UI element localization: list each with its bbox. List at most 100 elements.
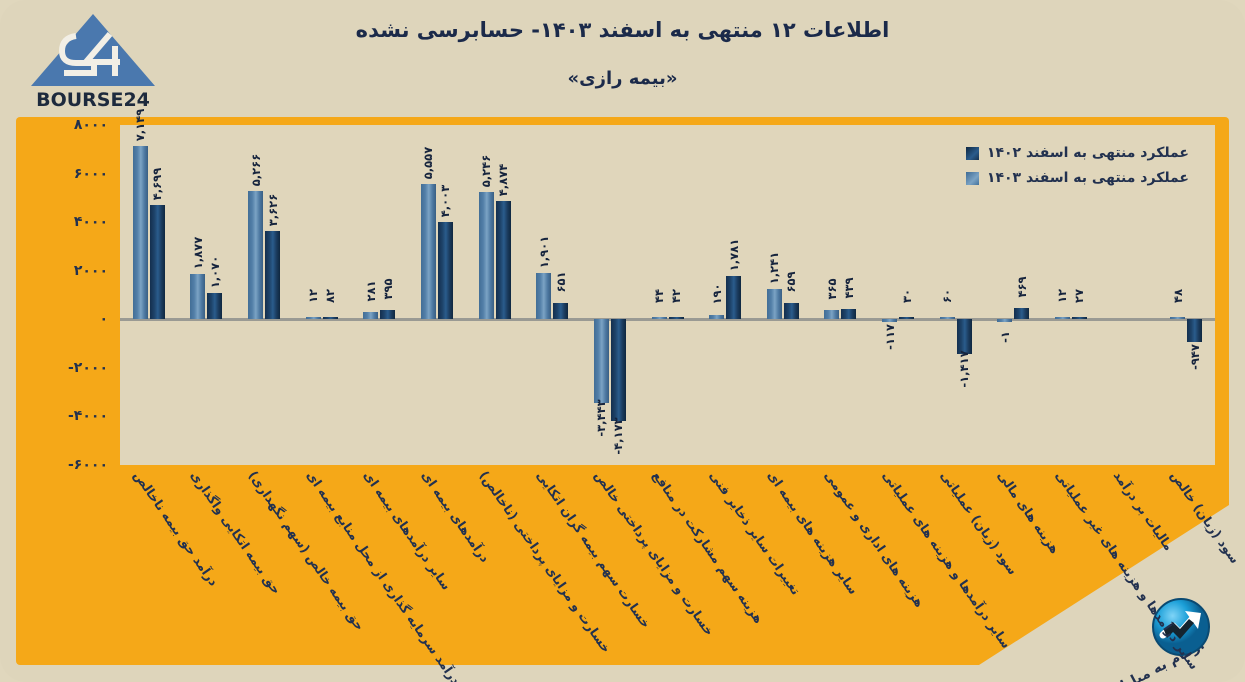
legend-swatch-prev-icon bbox=[965, 146, 979, 160]
bar-value-label: ۶۵۹ bbox=[784, 271, 799, 293]
bar-cur bbox=[363, 312, 379, 320]
bar-prev bbox=[668, 316, 684, 320]
x-axis-category-labels: درآمد حق بیمه ناخالص حق بیمه اتکایی واگذا… bbox=[120, 468, 1243, 682]
y-tick-label: ۶۰۰۰ bbox=[73, 165, 108, 182]
bar-value-label: ۱,۰۷۰ bbox=[207, 256, 222, 289]
bar-value-label: ۱,۷۸۱ bbox=[726, 238, 741, 272]
bar-value-label: -۱,۴۱۷ bbox=[957, 350, 972, 388]
legend-item-cur: عملکرد منتهی به اسفند ۱۴۰۳ bbox=[965, 170, 1189, 186]
bar-value-label: ۱۲ bbox=[306, 288, 321, 303]
bar-value-label: -۱ bbox=[997, 330, 1012, 343]
bar-prev bbox=[437, 222, 453, 320]
bar-value-label: ۴۴ bbox=[652, 288, 666, 303]
bar-prev bbox=[956, 319, 972, 354]
x-category-label: هزینه های اداری و عمومی bbox=[822, 468, 928, 610]
bourse24-arrow-badge bbox=[1151, 597, 1211, 657]
legend-label-prev: عملکرد منتهی به اسفند ۱۴۰۲ bbox=[986, 145, 1189, 161]
bar-cur bbox=[997, 319, 1013, 322]
bar-cur bbox=[190, 273, 206, 320]
bar-cur bbox=[766, 289, 782, 320]
bar-value-label: ۳۰ bbox=[899, 288, 914, 303]
bourse24-logo: BOURSE24 bbox=[18, 6, 168, 111]
bar-value-label: ۴۶۹ bbox=[1014, 276, 1029, 298]
bar-cur bbox=[593, 319, 609, 403]
x-category-label: سود (زیان) خالص bbox=[1167, 468, 1243, 567]
bar-value-label: ۴۸ bbox=[1170, 288, 1185, 303]
bar-value-label: ۳,۶۲۶ bbox=[265, 194, 280, 227]
bar-cur bbox=[651, 316, 667, 320]
bar-cur bbox=[132, 145, 148, 320]
x-category-label: حق بیمه خالص (سهم نگهداری) bbox=[245, 468, 368, 634]
x-category-label: مالیات بر درآمد bbox=[1110, 468, 1177, 554]
bar-prev bbox=[1187, 319, 1203, 343]
bar-value-label: ۱,۹۰۱ bbox=[536, 235, 551, 269]
page-title: اطلاعات ۱۲ منتهی به اسفند ۱۴۰۳- حسابرسی … bbox=[355, 18, 890, 42]
bar-series-container: ۴,۶۹۹ ۷,۱۴۹ ۱,۰۷۰ ۱,۸۷۷ ۳,۶۲۶ ۵,۲۶۶ ۸۲ ۱۲ ۳۹۵ ۲۸۱… bbox=[120, 108, 1215, 465]
y-tick-label: -۴۰۰۰ bbox=[68, 408, 108, 425]
bar-prev bbox=[207, 293, 223, 320]
bar-value-label: -۳,۴۴۳ bbox=[594, 399, 609, 437]
bar-value-label: ۵,۲۴۶ bbox=[479, 154, 494, 188]
legend-item-prev: عملکرد منتهی به اسفند ۱۴۰۲ bbox=[965, 145, 1189, 161]
bar-value-label: ۳۹۵ bbox=[380, 278, 395, 300]
bar-cur bbox=[248, 191, 264, 320]
logo-wordmark: BOURSE24 bbox=[36, 89, 150, 111]
bar-cur bbox=[824, 310, 840, 320]
bar-value-label: ۴۲ bbox=[669, 288, 683, 303]
bar-cur bbox=[305, 316, 321, 320]
bar-cur bbox=[1170, 316, 1186, 320]
bar-cur bbox=[882, 319, 898, 323]
bar-value-label: ۵,۵۵۷ bbox=[421, 147, 436, 180]
bar-value-label: ۷,۱۴۹ bbox=[133, 108, 148, 141]
y-tick-label: ۰ bbox=[99, 311, 108, 328]
bar-prev bbox=[495, 200, 511, 320]
bar-value-label: ۲۷ bbox=[1072, 288, 1087, 303]
bar-cur bbox=[939, 316, 955, 320]
legend-swatch-cur-icon bbox=[965, 171, 979, 185]
bar-prev bbox=[380, 309, 396, 320]
legend-label-cur: عملکرد منتهی به اسفند ۱۴۰۳ bbox=[986, 170, 1189, 186]
bar-cur bbox=[420, 184, 436, 320]
chart-legend: عملکرد منتهی به اسفند ۱۴۰۲ عملکرد منتهی … bbox=[965, 145, 1189, 195]
bar-cur bbox=[478, 191, 494, 320]
bar-value-label: -۱۱۷ bbox=[882, 324, 897, 351]
bar-prev bbox=[841, 308, 857, 320]
bar-prev bbox=[322, 316, 338, 320]
bar-value-label: -۴,۱۷۳ bbox=[611, 417, 626, 455]
bar-cur bbox=[1054, 316, 1070, 320]
zero-axis-line bbox=[120, 318, 1215, 322]
bar-value-label: -۹۴۷ bbox=[1187, 344, 1202, 371]
bar-prev bbox=[899, 316, 915, 320]
bar-cur bbox=[536, 273, 552, 320]
y-tick-label: ۲۰۰۰ bbox=[73, 262, 108, 279]
bar-prev bbox=[610, 319, 626, 421]
plot-area: ۴,۶۹۹ ۷,۱۴۹ ۱,۰۷۰ ۱,۸۷۷ ۳,۶۲۶ ۵,۲۶۶ ۸۲ ۱۲ ۳۹۵ ۲۸۱… bbox=[120, 108, 1215, 465]
bar-value-label: ۸۲ bbox=[323, 288, 338, 303]
bar-value-label: ۱۹۰ bbox=[709, 283, 724, 305]
bar-value-label: ۴,۰۰۳ bbox=[438, 184, 453, 218]
x-category-label: سایر درآمدها و هزینه های عملیاتی bbox=[879, 468, 1015, 652]
bar-value-label: ۳۶۵ bbox=[824, 278, 839, 300]
bar-prev bbox=[553, 303, 569, 320]
y-tick-label: -۶۰۰۰ bbox=[68, 457, 108, 473]
bar-value-label: ۱۲ bbox=[1055, 288, 1070, 303]
x-category-label: خسارت سهم بیمه گران اتکایی bbox=[533, 468, 655, 631]
bar-prev bbox=[265, 231, 281, 320]
y-axis-labels: ۸۰۰۰ ۶۰۰۰ ۴۰۰۰ ۲۰۰۰ ۰ -۲۰۰۰ -۴۰۰۰ -۶۰۰۰ bbox=[16, 117, 116, 473]
bar-value-label: ۶۰ bbox=[940, 288, 955, 303]
y-tick-label: ۴۰۰۰ bbox=[73, 214, 108, 231]
bar-prev bbox=[1071, 316, 1087, 320]
bar-prev bbox=[726, 276, 742, 320]
bar-value-label: ۵,۲۶۶ bbox=[248, 154, 263, 187]
y-tick-label: ۸۰۰۰ bbox=[73, 117, 108, 133]
y-tick-label: -۲۰۰۰ bbox=[68, 359, 108, 376]
bar-prev bbox=[1014, 307, 1030, 320]
x-category-label: هزینه های مالی bbox=[994, 468, 1063, 557]
page-subtitle: «بیمه رازی» bbox=[567, 68, 678, 89]
bar-value-label: ۴۳۹ bbox=[841, 277, 856, 299]
bar-value-label: ۲۸۱ bbox=[363, 280, 378, 302]
bar-value-label: ۶۵۱ bbox=[553, 271, 568, 293]
bar-value-label: ۴,۶۹۹ bbox=[150, 167, 165, 201]
bar-value-label: ۱,۸۷۷ bbox=[190, 236, 205, 269]
